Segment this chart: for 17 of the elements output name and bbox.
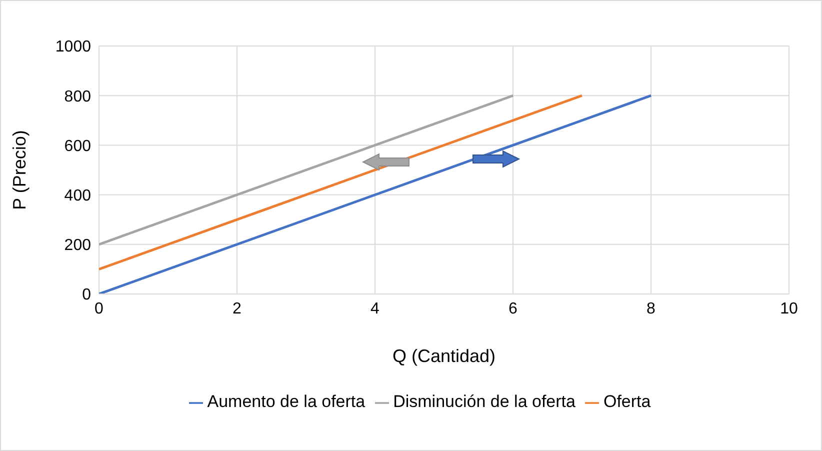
x-tick-label: 2 xyxy=(232,300,242,318)
legend-label: Aumento de la oferta xyxy=(207,392,366,411)
y-tick-label: 200 xyxy=(64,237,92,254)
y-tick-label: 400 xyxy=(64,187,92,204)
legend-label: Disminución de la oferta xyxy=(393,392,576,411)
x-tick-label: 8 xyxy=(646,300,656,318)
legend-label: Oferta xyxy=(603,392,651,411)
x-axis-title: Q (Cantidad) xyxy=(392,346,496,366)
x-tick-label: 4 xyxy=(370,300,380,318)
y-axis-title: P (Precio) xyxy=(9,130,30,210)
x-tick-label: 6 xyxy=(508,300,518,318)
y-tick-label: 1000 xyxy=(55,38,92,56)
y-tick-label: 0 xyxy=(82,286,92,304)
y-tick-label: 800 xyxy=(64,88,92,106)
x-tick-label: 0 xyxy=(94,300,104,318)
x-tick-label: 10 xyxy=(780,300,798,318)
y-tick-label: 600 xyxy=(64,138,92,155)
